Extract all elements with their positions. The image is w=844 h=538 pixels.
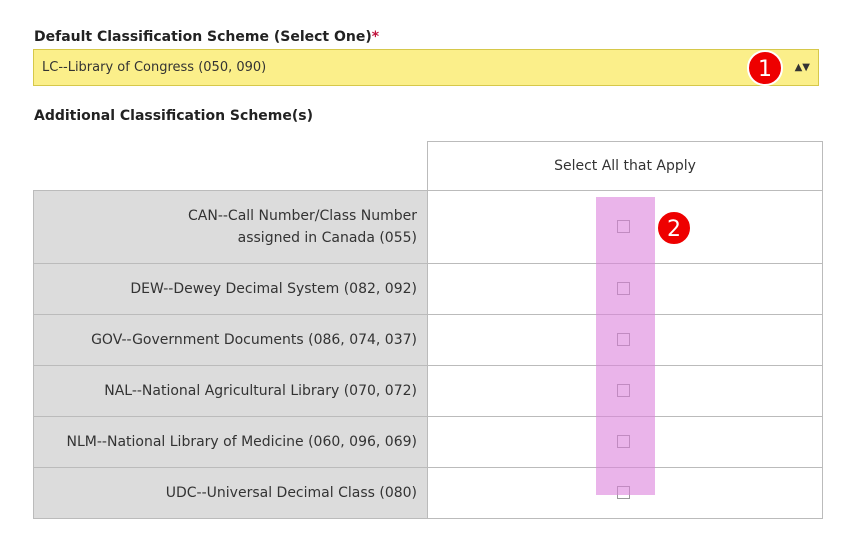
scheme-row: NLM--National Library of Medicine (060, … bbox=[33, 416, 823, 468]
selected-value: LC--Library of Congress (050, 090) bbox=[42, 60, 267, 75]
scheme-row: GOV--Government Documents (086, 074, 037… bbox=[33, 314, 823, 366]
scheme-select[interactable]: LC--Library of Congress (050, 090) ▲▼ bbox=[33, 49, 819, 86]
scheme-row: UDC--Universal Decimal Class (080) bbox=[33, 467, 823, 519]
default-label: Default Classification Scheme (Select On… bbox=[34, 29, 379, 45]
row-label: UDC--Universal Decimal Class (080) bbox=[33, 467, 428, 519]
highlight bbox=[596, 197, 655, 495]
row-label: DEW--Dewey Decimal System (082, 092) bbox=[33, 263, 428, 315]
scheme-row: DEW--Dewey Decimal System (082, 092) bbox=[33, 263, 823, 315]
column-header: Select All that Apply bbox=[427, 141, 823, 191]
scheme-table: Select All that Apply CAN--Call Number/C… bbox=[33, 141, 823, 519]
empty-cell bbox=[33, 141, 428, 191]
required-mark: * bbox=[371, 29, 380, 45]
badge: 1 bbox=[747, 50, 783, 86]
row-label: GOV--Government Documents (086, 074, 037… bbox=[33, 314, 428, 366]
scheme-row: CAN--Call Number/Class Number assigned in… bbox=[33, 190, 823, 264]
label-text: Default Classification Scheme (Select On… bbox=[34, 29, 372, 45]
badge: 2 bbox=[656, 210, 692, 246]
row-label: NAL--National Agricultural Library (070,… bbox=[33, 365, 428, 417]
select-arrow: ▲▼ bbox=[794, 62, 810, 73]
additional-label: Additional Classification Scheme(s) bbox=[34, 108, 313, 124]
row-label: NLM--National Library of Medicine (060, … bbox=[33, 416, 428, 468]
scheme-row: NAL--National Agricultural Library (070,… bbox=[33, 365, 823, 417]
row-label: CAN--Call Number/Class Number assigned in… bbox=[33, 190, 428, 264]
